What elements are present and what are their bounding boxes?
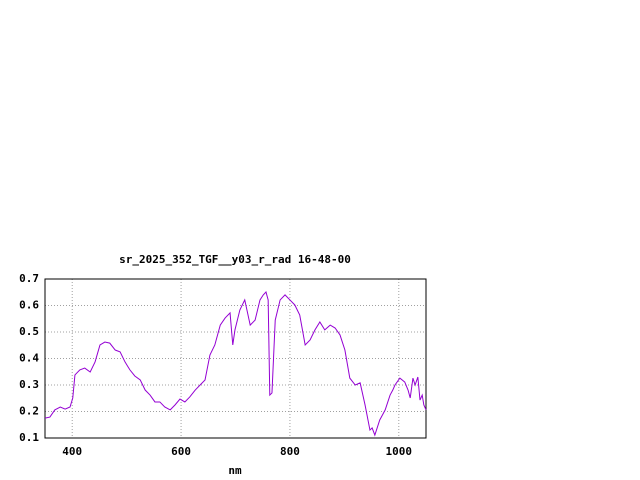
y-tick-label: 0.4	[19, 352, 39, 365]
plot-border	[44, 278, 427, 439]
x-tick-label: 600	[171, 445, 191, 458]
x-tick-label: 400	[62, 445, 82, 458]
y-tick-label: 0.6	[19, 299, 39, 312]
x-axis-label: nm	[228, 464, 242, 477]
y-tick-label: 0.2	[19, 405, 39, 418]
y-tick-label: 0.7	[19, 272, 39, 285]
y-tick-label: 0.5	[19, 325, 39, 338]
data-line	[44, 290, 427, 437]
y-tick-label: 0.1	[19, 431, 39, 444]
chart-title: sr_2025_352_TGF__y03_r_rad 16-48-00	[119, 253, 351, 266]
y-tick-label: 0.3	[19, 378, 39, 391]
x-tick-label: 800	[280, 445, 300, 458]
x-tick-label: 1000	[386, 445, 413, 458]
